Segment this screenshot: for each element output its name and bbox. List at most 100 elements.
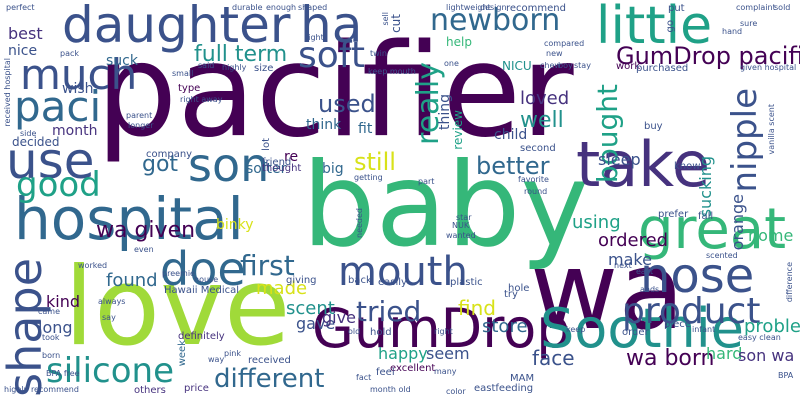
cloud-word: first xyxy=(240,249,295,282)
cloud-word: said xyxy=(198,61,215,70)
cloud-word: found xyxy=(106,270,158,291)
cloud-word: help xyxy=(446,35,472,49)
cloud-word: even xyxy=(134,245,154,254)
cloud-word: back xyxy=(348,275,372,286)
cloud-word: keep xyxy=(566,325,586,334)
cloud-word: vanilla scent xyxy=(767,104,776,155)
cloud-word: baby xyxy=(302,138,589,273)
cloud-word: orange xyxy=(728,194,747,251)
cloud-word: fact xyxy=(356,373,372,382)
cloud-word: little xyxy=(596,0,713,56)
cloud-word: lightweight xyxy=(446,3,491,12)
cloud-word: given hospital xyxy=(740,63,797,72)
cloud-word: got xyxy=(142,152,179,177)
cloud-word: say xyxy=(102,313,116,322)
cloud-word: BPA xyxy=(778,371,794,380)
cloud-word: seem xyxy=(426,344,470,363)
cloud-word: nose xyxy=(640,248,755,304)
cloud-word: daughter xyxy=(62,0,291,54)
cloud-word: perfect xyxy=(6,3,35,12)
cloud-word: using xyxy=(572,212,621,233)
cloud-word: wa xyxy=(530,229,685,354)
cloud-word: Hawaii Medical xyxy=(164,285,239,296)
cloud-word: easily xyxy=(378,277,407,288)
cloud-word: nipple xyxy=(725,88,765,193)
cloud-word: received xyxy=(248,355,291,366)
cloud-word: make xyxy=(608,250,652,269)
cloud-word: son wa xyxy=(738,346,795,365)
cloud-word: hard xyxy=(706,344,743,363)
cloud-word: binky xyxy=(216,217,254,233)
cloud-word: paci xyxy=(14,82,102,131)
cloud-word: find xyxy=(458,296,496,320)
cloud-word: color xyxy=(446,387,466,396)
cloud-word: kind xyxy=(46,292,81,311)
cloud-word: sell xyxy=(381,12,390,26)
cloud-word: others xyxy=(134,385,166,396)
cloud-word: sold xyxy=(774,3,791,12)
cloud-word: price xyxy=(184,383,209,394)
cloud-word: old xyxy=(348,327,361,336)
cloud-word: thought xyxy=(262,163,302,174)
cloud-word: light xyxy=(306,33,324,42)
cloud-word: suck xyxy=(106,53,138,69)
cloud-word: preemie xyxy=(162,269,195,278)
cloud-word: buy xyxy=(644,121,663,132)
cloud-word: MAM xyxy=(510,373,535,384)
cloud-word: enough xyxy=(266,3,297,12)
cloud-word: round xyxy=(524,187,548,196)
cloud-word: silicone xyxy=(46,351,175,391)
cloud-word: part xyxy=(418,177,435,186)
cloud-word: used xyxy=(318,90,376,118)
cloud-word: softer xyxy=(246,161,287,177)
cloud-word: pink xyxy=(224,349,242,358)
cloud-word: thing xyxy=(437,94,453,131)
cloud-word: hold xyxy=(370,327,392,338)
cloud-word: piece xyxy=(664,319,691,330)
cloud-word: GumDrop pacifier xyxy=(616,42,800,70)
cloud-word: one xyxy=(444,59,459,68)
cloud-word: sure xyxy=(740,19,758,28)
cloud-word: chew xyxy=(540,61,561,70)
cloud-word: good xyxy=(16,165,101,205)
cloud-word: soft xyxy=(298,35,365,76)
cloud-word: loved xyxy=(520,88,570,109)
cloud-word: big xyxy=(322,161,344,177)
cloud-word: NICU xyxy=(502,59,532,73)
cloud-word: worked xyxy=(78,261,108,270)
cloud-word: store xyxy=(482,316,528,337)
cloud-word: east xyxy=(636,267,654,276)
cloud-word: nice xyxy=(8,43,38,59)
cloud-word: try xyxy=(504,289,518,300)
cloud-word: lot xyxy=(261,138,272,151)
cloud-word: feel xyxy=(376,367,395,378)
cloud-word: design xyxy=(480,3,507,12)
cloud-word: house xyxy=(194,275,219,284)
cloud-word: longer xyxy=(128,121,154,130)
cloud-word: needed xyxy=(355,208,364,238)
cloud-word: home xyxy=(748,226,794,245)
cloud-word: wish xyxy=(62,81,94,97)
cloud-word: star xyxy=(456,213,472,222)
cloud-word: ands xyxy=(640,285,660,294)
cloud-word: complaint xyxy=(736,3,776,12)
cloud-word: twin xyxy=(370,49,387,58)
cloud-word: take xyxy=(576,128,711,201)
cloud-word: many xyxy=(434,367,457,376)
cloud-word: received hospital xyxy=(3,58,12,127)
cloud-word: favorite xyxy=(518,175,549,184)
cloud-word: definitely xyxy=(178,331,225,342)
cloud-word: scent xyxy=(286,298,335,319)
cloud-word: wanted xyxy=(446,231,476,240)
cloud-word: better xyxy=(476,152,550,180)
cloud-word: side xyxy=(20,129,37,138)
cloud-word: decided xyxy=(12,135,60,149)
cloud-word: size xyxy=(254,63,274,74)
cloud-word: stay xyxy=(574,61,591,70)
cloud-word: second xyxy=(520,143,556,154)
cloud-word: fit xyxy=(358,121,373,137)
cloud-word: friend xyxy=(262,157,292,168)
cloud-word: plastic xyxy=(450,277,483,288)
